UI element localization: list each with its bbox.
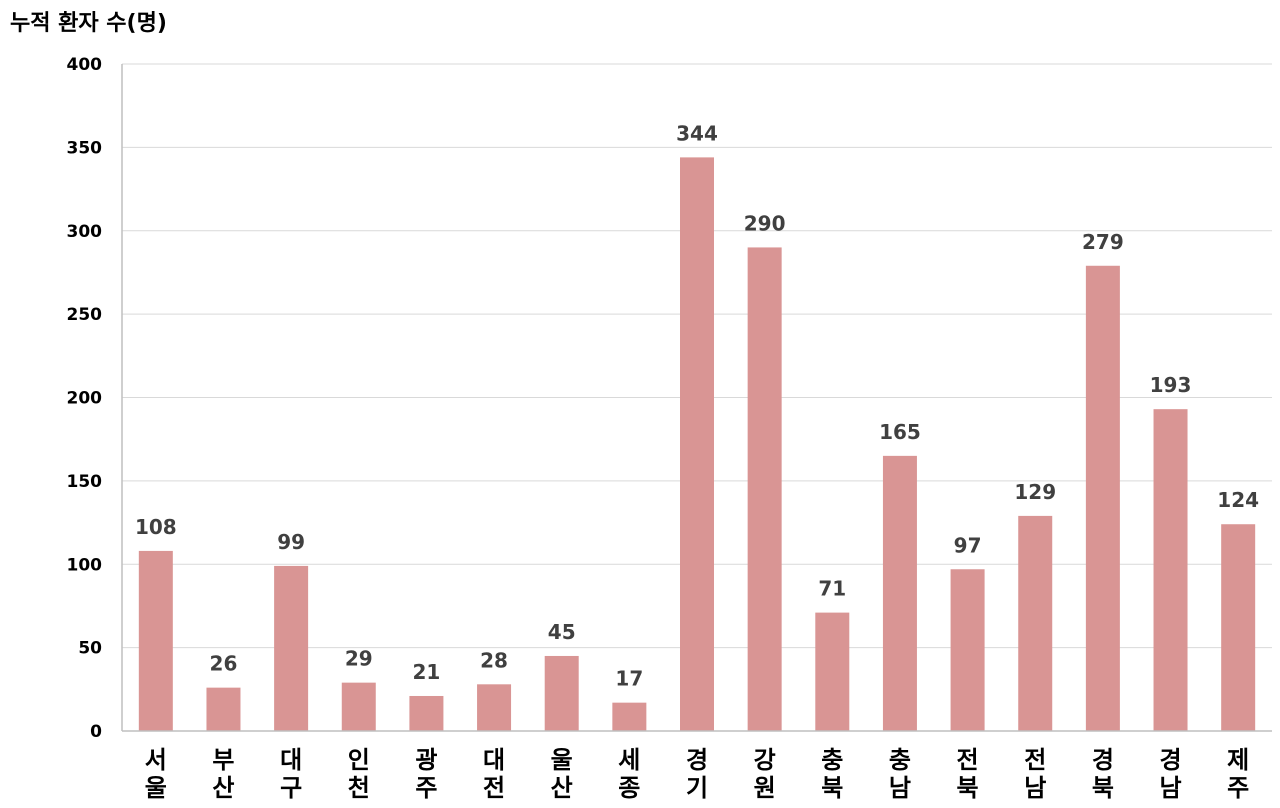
data-label: 17 (615, 667, 643, 691)
bar-경기 (680, 157, 714, 731)
bar-제주 (1221, 524, 1256, 731)
y-axis-title: 누적 환자 수(명) (10, 11, 167, 36)
y-tick-label: 300 (67, 222, 103, 242)
data-label: 193 (1150, 373, 1192, 397)
data-label: 99 (277, 530, 305, 554)
bar-전남 (1018, 515, 1053, 731)
bar-전북 (950, 569, 985, 731)
data-label: 26 (210, 652, 238, 676)
x-axis-labels: 서 울 부 산 대 구 인 천 광 주 대 전 울 산 세 종 경 기 강 원 충 북 충 남 전 북 전 남 경 북 경 남 제 주 (145, 746, 1249, 802)
y-tick-label: 250 (67, 305, 103, 325)
y-tick-label: 100 (67, 555, 103, 575)
bar-충남 (882, 455, 917, 731)
data-label: 129 (1014, 480, 1056, 504)
bar-충북 (815, 612, 850, 731)
y-tick-label: 0 (90, 722, 102, 742)
bar-서울 (138, 550, 173, 731)
bar-대구 (274, 565, 309, 731)
bar-인천 (341, 682, 376, 731)
data-labels: 108 26 99 29 21 28 45 17 344 290 71 165 97 129 279 193 1… (135, 121, 1259, 690)
data-label: 279 (1082, 230, 1124, 254)
y-tick-label: 400 (67, 55, 103, 75)
y-tick-label: 50 (78, 639, 102, 659)
data-label: 29 (345, 647, 373, 671)
data-label: 124 (1217, 488, 1259, 512)
data-label: 71 (818, 577, 846, 601)
bar-대전 (477, 684, 512, 731)
data-label: 290 (744, 211, 786, 235)
y-tick-label: 350 (67, 138, 103, 158)
bar-세종 (612, 702, 647, 731)
y-tick-label: 150 (67, 472, 103, 492)
data-label: 344 (676, 121, 718, 145)
data-label: 97 (954, 533, 982, 557)
y-axis-ticks: 0 50 100 150 200 250 300 350 400 (67, 55, 103, 742)
data-label: 21 (412, 660, 440, 684)
bar-광주 (409, 695, 444, 731)
data-label: 108 (135, 515, 177, 539)
bar-강원 (747, 247, 782, 732)
bar-경북 (1085, 265, 1120, 731)
y-tick-label: 200 (67, 389, 103, 409)
data-label: 165 (879, 420, 921, 444)
data-label: 45 (548, 620, 576, 644)
bar-경남 (1153, 409, 1188, 731)
data-label: 28 (480, 648, 508, 672)
bar-울산 (544, 655, 579, 731)
bar-부산 (206, 687, 241, 731)
bars (138, 157, 1256, 732)
